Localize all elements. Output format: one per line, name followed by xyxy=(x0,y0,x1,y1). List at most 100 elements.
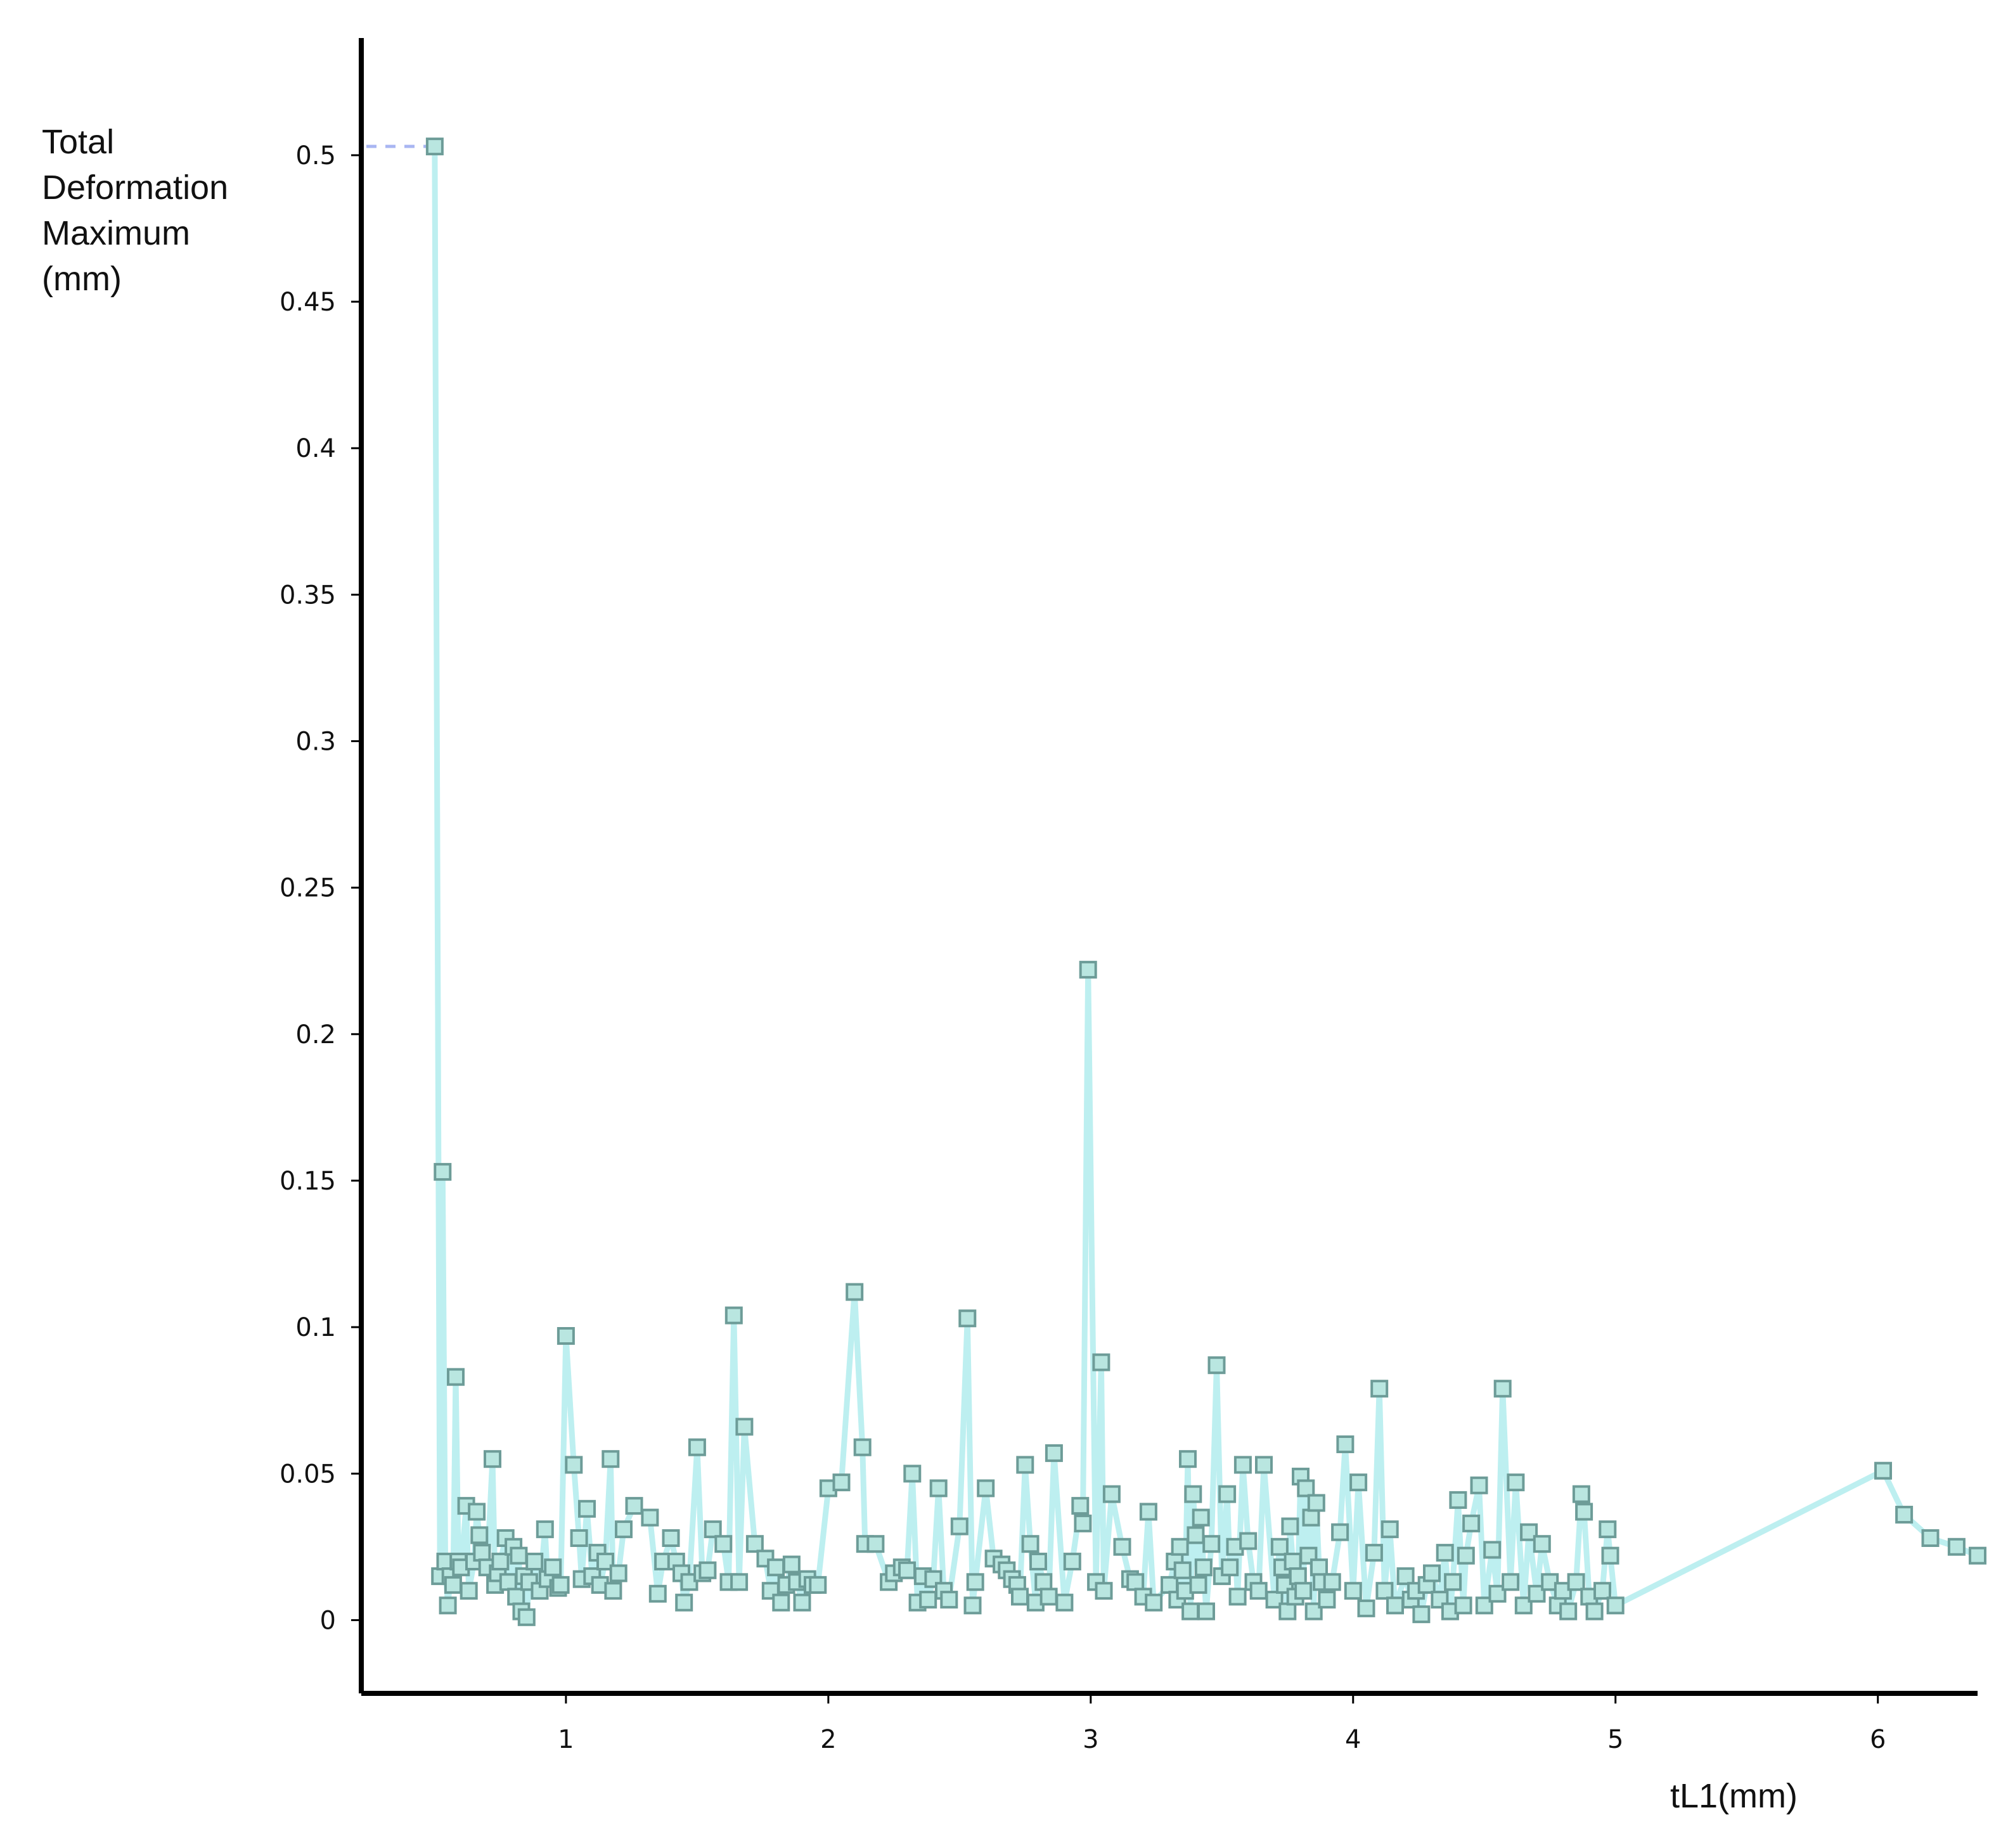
data-point xyxy=(484,1450,501,1468)
data-point xyxy=(1606,1596,1625,1615)
x-tick-label: 2 xyxy=(820,1725,836,1754)
data-point xyxy=(698,1561,717,1579)
data-point xyxy=(1601,1546,1619,1565)
data-point xyxy=(1349,1473,1368,1492)
data-point xyxy=(1228,1588,1247,1606)
data-point xyxy=(473,1544,491,1562)
data-point xyxy=(1092,1353,1110,1371)
data-point xyxy=(602,1450,620,1468)
data-point xyxy=(1365,1544,1383,1562)
data-point xyxy=(536,1520,554,1539)
data-point xyxy=(1567,1573,1585,1591)
data-point xyxy=(1063,1553,1081,1570)
data-point xyxy=(1493,1380,1512,1398)
data-point xyxy=(866,1535,885,1553)
data-point xyxy=(1585,1602,1604,1620)
data-point xyxy=(1102,1485,1121,1503)
data-point xyxy=(1302,1508,1320,1527)
data-point xyxy=(1533,1535,1551,1553)
data-point xyxy=(1370,1380,1389,1398)
data-point xyxy=(525,1553,544,1570)
y-tick-label: 0.15 xyxy=(280,1167,336,1196)
data-point xyxy=(578,1499,596,1518)
data-point xyxy=(1575,1503,1593,1521)
data-point xyxy=(714,1535,733,1553)
data-point xyxy=(1289,1567,1307,1586)
data-point xyxy=(940,1591,958,1609)
data-point xyxy=(1074,1514,1092,1532)
data-point xyxy=(1599,1520,1617,1539)
data-point xyxy=(425,138,444,156)
data-point xyxy=(809,1575,827,1594)
data-point xyxy=(745,1535,764,1553)
data-point xyxy=(544,1558,562,1577)
data-point xyxy=(499,1573,517,1591)
data-point xyxy=(1310,1558,1328,1577)
data-point xyxy=(439,1596,457,1615)
data-point xyxy=(1113,1537,1131,1556)
data-point xyxy=(1297,1479,1315,1498)
x-tick-label: 4 xyxy=(1345,1725,1361,1754)
y-tick-label: 0.35 xyxy=(280,581,336,610)
data-point xyxy=(1029,1553,1047,1570)
data-point xyxy=(468,1503,486,1521)
data-point xyxy=(565,1456,583,1474)
data-point xyxy=(1249,1582,1268,1600)
data-point xyxy=(1572,1485,1590,1503)
data-point xyxy=(846,1283,864,1301)
data-point xyxy=(1192,1508,1210,1527)
data-point xyxy=(491,1553,510,1570)
data-point xyxy=(1139,1503,1157,1521)
data-point xyxy=(1034,1573,1053,1591)
data-point xyxy=(977,1479,995,1498)
y-axis-title-line: Maximum xyxy=(42,214,190,252)
data-point xyxy=(1179,1450,1197,1468)
data-point xyxy=(1507,1473,1525,1492)
data-point xyxy=(641,1508,659,1527)
data-point xyxy=(724,1306,743,1325)
data-point xyxy=(648,1584,667,1603)
y-tick-label: 0.45 xyxy=(280,288,336,317)
data-point xyxy=(1331,1523,1349,1541)
y-tick-label: 0.05 xyxy=(280,1460,336,1489)
data-point xyxy=(793,1593,811,1612)
data-point xyxy=(1194,1558,1213,1577)
data-point xyxy=(1011,1588,1029,1606)
data-point xyxy=(470,1526,489,1544)
data-point xyxy=(919,1591,937,1609)
y-axis-title-line: (mm) xyxy=(42,260,122,298)
data-point xyxy=(604,1582,622,1600)
data-point xyxy=(1173,1561,1192,1579)
x-axis-title: tL1(mm) xyxy=(1670,1777,1798,1815)
data-point xyxy=(1593,1582,1611,1600)
data-point xyxy=(950,1517,969,1536)
data-point xyxy=(447,1368,465,1386)
data-point xyxy=(517,1608,536,1626)
data-point xyxy=(1874,1461,1892,1480)
data-point xyxy=(1197,1602,1215,1620)
data-point xyxy=(1380,1520,1399,1539)
data-point xyxy=(1278,1602,1297,1620)
data-point xyxy=(1281,1517,1299,1536)
data-point xyxy=(929,1479,948,1498)
data-point xyxy=(675,1593,693,1612)
data-point xyxy=(444,1575,462,1594)
data-point xyxy=(1021,1535,1039,1553)
data-point xyxy=(1294,1582,1313,1600)
y-tick-label: 0.3 xyxy=(295,728,336,757)
data-point xyxy=(1528,1584,1546,1603)
data-point xyxy=(1045,1444,1063,1462)
y-axis-ticks: 0 0.05 0.1 0.15 0.2 0.25 0.3 0.35 0.4 0.45 0.5 xyxy=(280,141,361,1635)
data-point xyxy=(662,1529,680,1547)
data-point xyxy=(1396,1567,1415,1586)
x-tick-label: 5 xyxy=(1607,1725,1623,1754)
data-point xyxy=(460,1582,478,1600)
data-point xyxy=(507,1588,525,1606)
data-point xyxy=(1187,1526,1205,1544)
data-point xyxy=(1255,1456,1273,1474)
data-point xyxy=(704,1520,722,1539)
y-tick-label: 0.25 xyxy=(280,874,336,903)
data-point xyxy=(1483,1541,1502,1559)
data-point xyxy=(1270,1537,1289,1556)
